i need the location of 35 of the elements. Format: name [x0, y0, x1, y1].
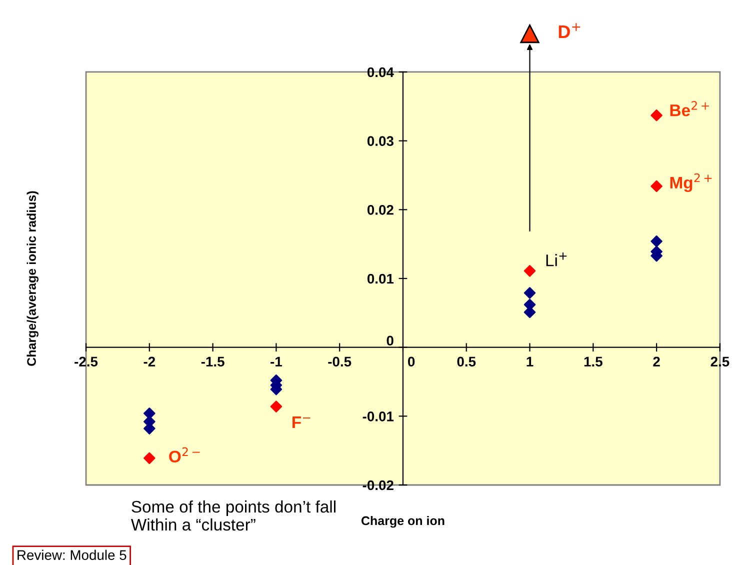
annotation: Li$^{+}$ — [546, 252, 567, 266]
x-tick-label: -2 — [144, 356, 156, 366]
annotation: F$^{−}$ — [292, 416, 310, 428]
annotation: Mg$^{2+}$ — [670, 173, 712, 192]
y-tick-label: 0.03 — [367, 136, 394, 146]
text: Review: Module 5 — [18, 550, 126, 560]
y-tick-label: -0.02 — [362, 480, 394, 490]
x-tick-label: 1.5 — [584, 356, 602, 367]
y-tick-label: 0.04 — [367, 67, 394, 78]
x-tick-label: 0 — [408, 356, 415, 367]
y-tick-label: 0 — [386, 336, 394, 346]
text: Some of the points don’t fall Within a “cluster” — [130, 500, 336, 531]
point — [270, 400, 282, 412]
x-tick-label: 0.5 — [457, 356, 476, 367]
y-tick-label: -0.01 — [362, 411, 394, 422]
annotation: Be$^{2+}$ — [670, 101, 709, 116]
point — [650, 235, 662, 248]
point — [650, 109, 662, 122]
point — [144, 452, 156, 464]
y-axis-title: Charge/(average ionic radius) — [26, 191, 38, 366]
point — [524, 265, 536, 277]
x-tick-label: -1.5 — [201, 356, 224, 367]
text: D$^{+}$ — [558, 23, 580, 38]
x-tick-label: -2.5 — [74, 356, 98, 367]
point — [650, 180, 662, 192]
annotation: O$^{2−}$ — [169, 447, 200, 462]
x-axis-title: Charge on ion — [361, 516, 444, 528]
x-tick-label: 2.5 — [710, 356, 730, 367]
point — [524, 287, 536, 299]
x-tick-label: -1 — [270, 356, 282, 366]
x-tick-label: 1 — [526, 356, 534, 366]
x-tick-label: -0.5 — [328, 356, 352, 367]
x-tick-label: 2 — [653, 356, 660, 366]
y-tick-label: 0.02 — [367, 204, 394, 215]
y-tick-label: 0.01 — [367, 274, 394, 284]
